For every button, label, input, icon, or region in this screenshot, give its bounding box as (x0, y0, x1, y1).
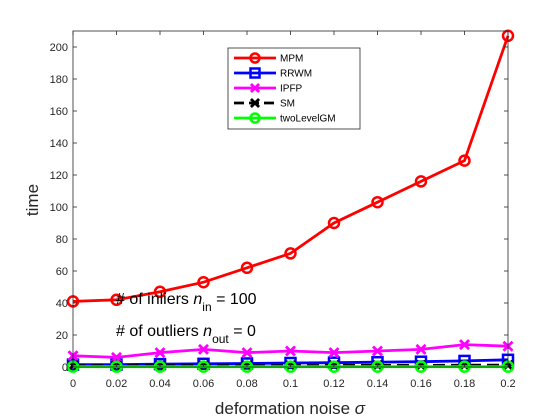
y-tick-label: 120 (50, 170, 68, 182)
x-tick-label: 0.04 (149, 378, 170, 390)
x-tick-label: 0.14 (367, 378, 388, 390)
legend-marker-rrwm (249, 67, 261, 79)
legend-marker-mpm (249, 52, 261, 64)
legend-label-mpm: MPM (280, 54, 303, 65)
legend-label-twolevelgm: twoLevelGM (280, 114, 336, 125)
x-tick-label: 0.06 (193, 378, 214, 390)
data-point-ipfp (459, 339, 470, 351)
x-tick-label: 0 (70, 378, 76, 390)
x-tick-label: 0.16 (410, 378, 431, 390)
legend-label-sm: SM (280, 99, 295, 110)
y-tick-label: 180 (50, 74, 68, 86)
legend-marker-sm (249, 97, 261, 109)
x-tick-label: 0.08 (236, 378, 257, 390)
y-tick-label: 40 (56, 298, 68, 310)
series-line-mpm (72, 35, 510, 303)
data-point-ipfp (198, 343, 209, 355)
y-tick-label: 20 (56, 330, 68, 342)
legend-marker-twolevelgm (249, 112, 261, 124)
x-tick-label: 0.02 (106, 378, 127, 390)
y-tick-label: 80 (56, 234, 68, 246)
data-point-ipfp (241, 347, 253, 359)
data-point-mpm (327, 216, 341, 230)
x-tick-label: 0.18 (454, 378, 475, 390)
legend-marker-ipfp (249, 82, 261, 94)
x-axis-symbol: σ (355, 399, 366, 418)
annotations: # of inliers nin = 100 # of outliers nout… (116, 291, 257, 346)
y-tick-label: 160 (50, 106, 68, 118)
x-tick-label: 0.1 (283, 378, 298, 390)
y-tick-label: 100 (50, 202, 68, 214)
data-point-mpm (458, 154, 471, 167)
data-point-ipfp (111, 351, 122, 363)
annotation-text: # of outliers nout = 0 (116, 323, 256, 346)
data-point-ipfp (372, 345, 383, 357)
data-point-mpm (153, 285, 167, 299)
y-axis-label: time (23, 184, 42, 216)
data-point-ipfp (328, 347, 340, 359)
x-tick-label: 0.12 (323, 378, 344, 390)
data-point-ipfp (154, 347, 166, 359)
y-tick-label: 140 (50, 138, 68, 150)
data-point-mpm (371, 195, 384, 209)
data-point-mpm (197, 275, 210, 289)
x-axis-label: deformation noise σ (215, 399, 366, 418)
data-point-mpm (414, 175, 428, 188)
annotation-text: # of inliers nin = 100 (116, 291, 257, 314)
axes: 0 0.02 0.04 0.06 0.08 0.1 0.12 0.14 0.16 0.18 0.2 0… (50, 30, 516, 390)
data-point-ipfp (415, 343, 427, 355)
data-point-mpm (110, 293, 123, 307)
data-point-mpm (240, 261, 254, 275)
legend: MPM RRWM IPFP SM twoLevelGM (227, 47, 361, 130)
y-tick-label: 200 (50, 42, 68, 54)
y-tick-label: 0 (62, 362, 68, 374)
legend-label-ipfp: IPFP (280, 84, 303, 95)
x-tick-label: 0.2 (500, 378, 515, 390)
data-point-ipfp (285, 345, 296, 357)
data-point-mpm (284, 247, 297, 260)
legend-label-rrwm: RRWM (280, 69, 312, 80)
y-tick-label: 60 (56, 266, 68, 278)
